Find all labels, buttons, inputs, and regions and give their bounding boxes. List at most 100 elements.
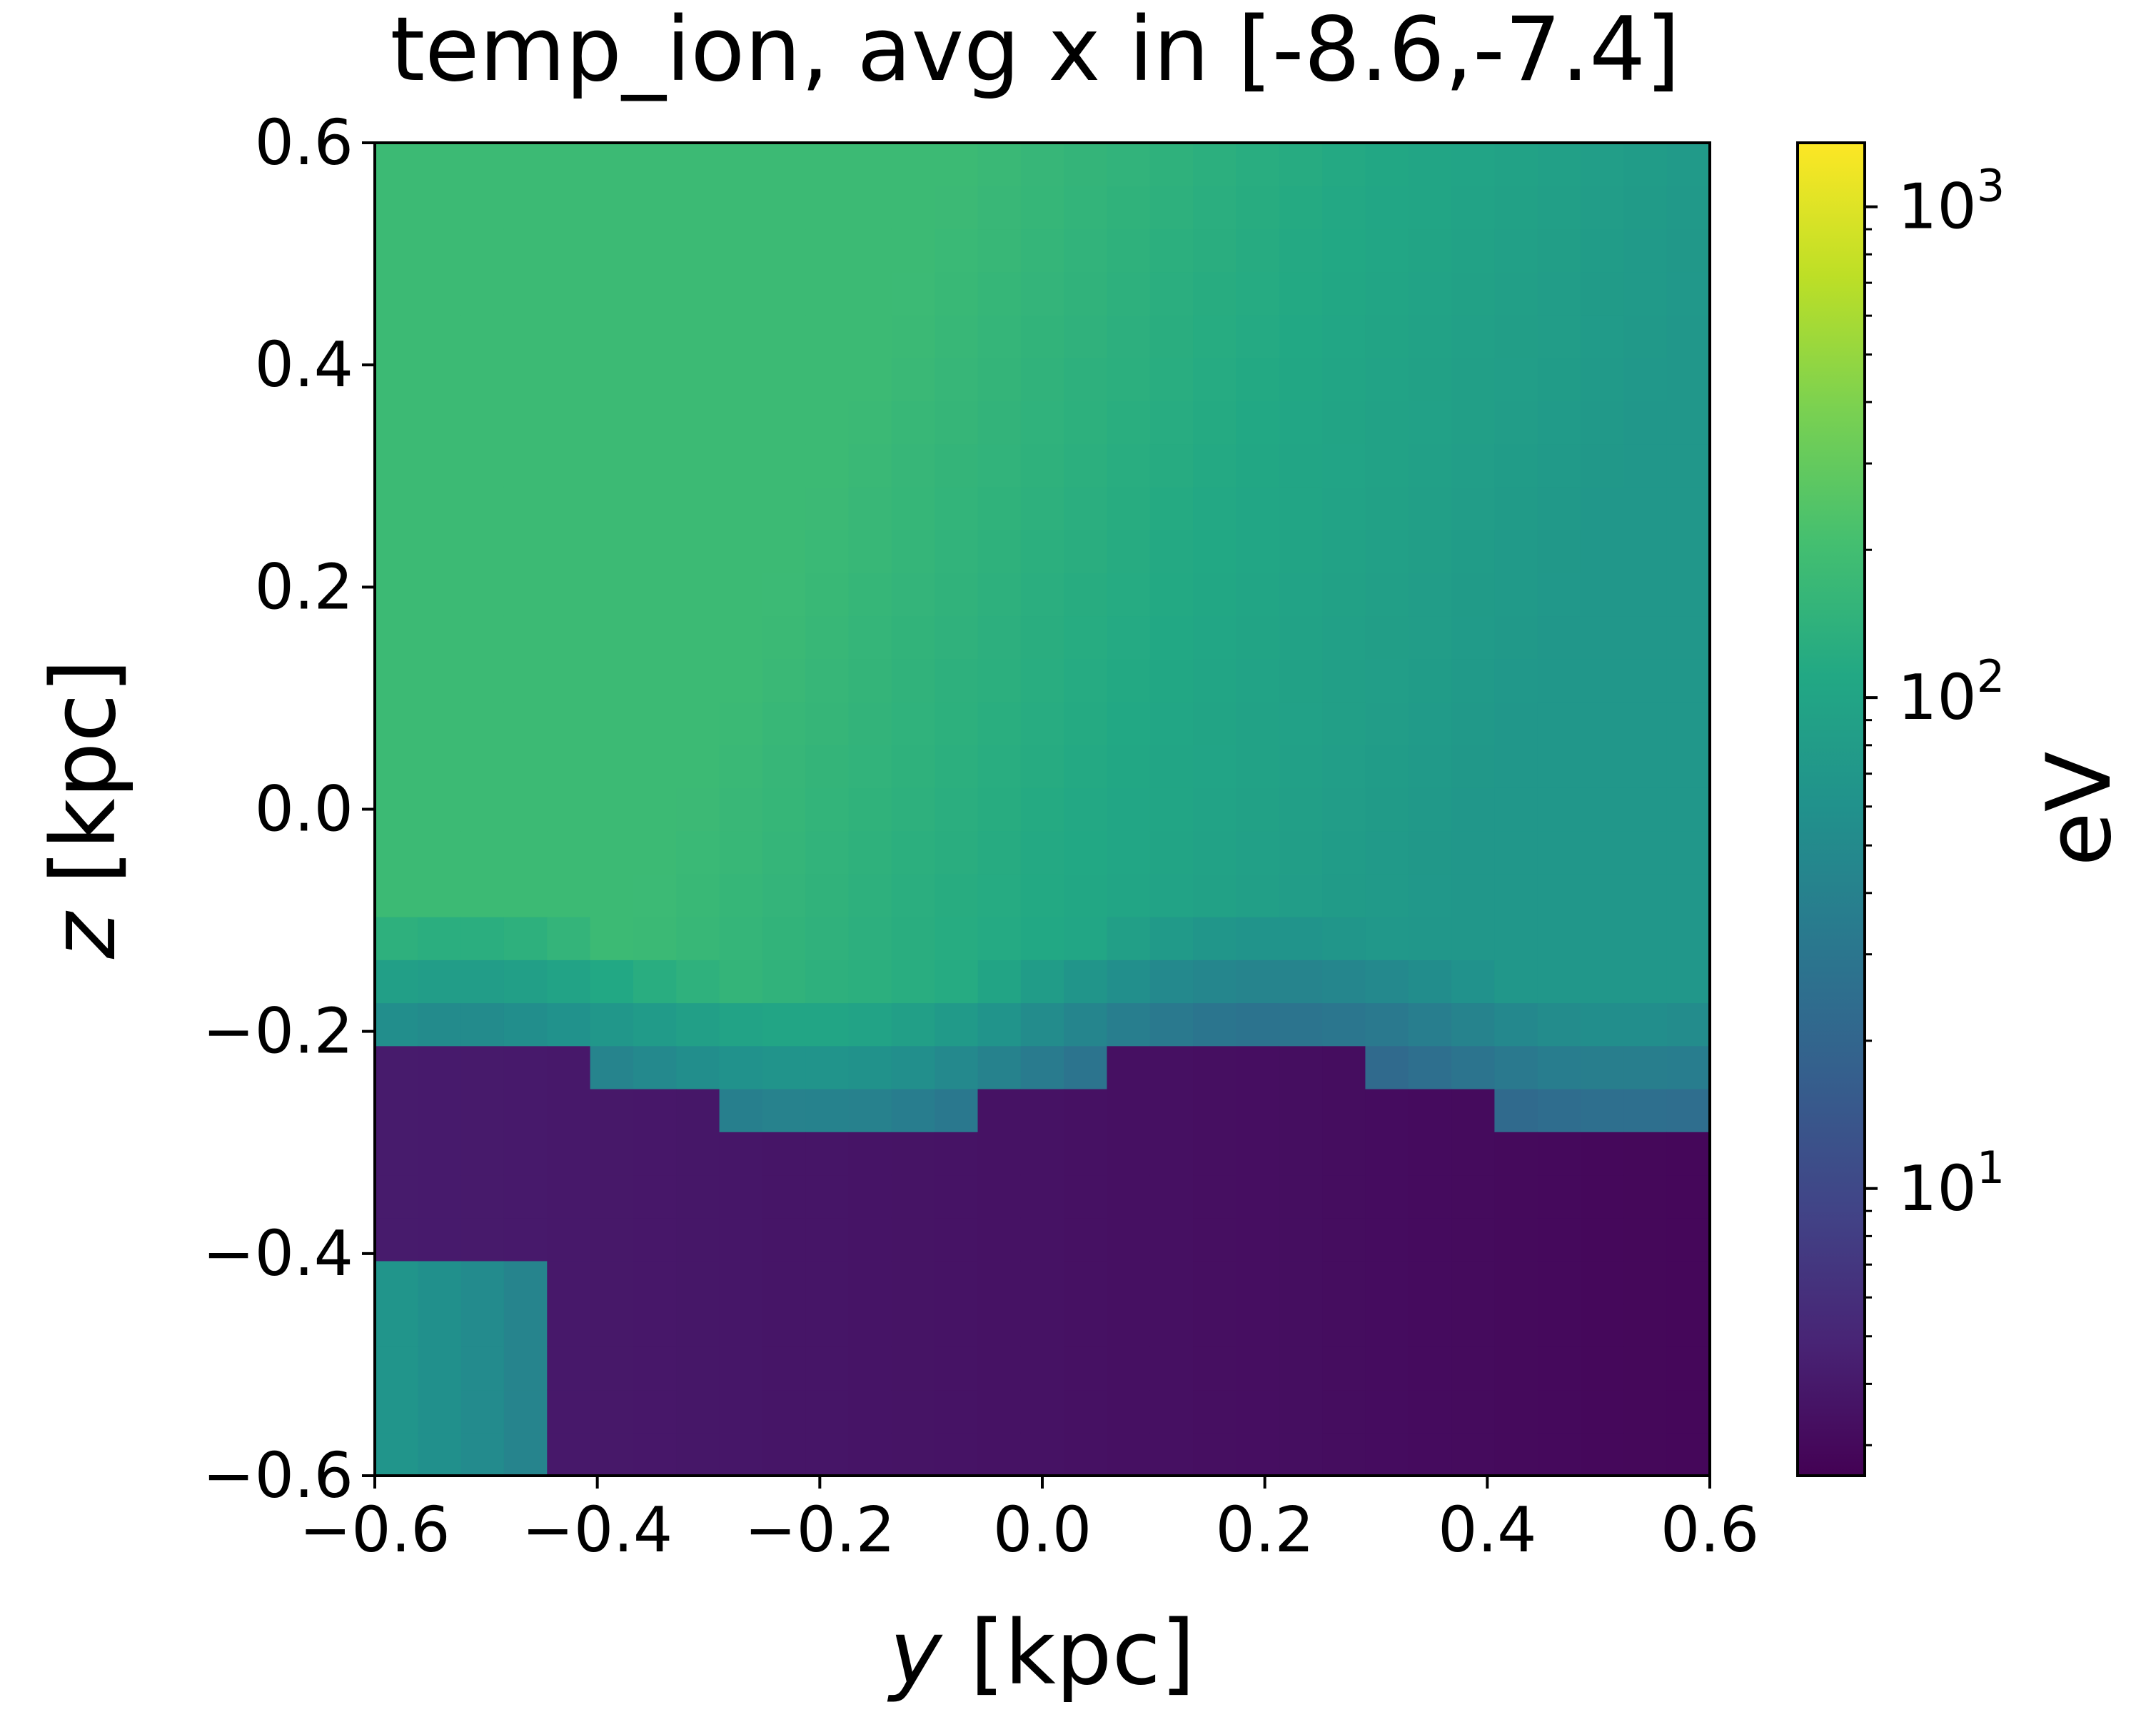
heatmap-cell [1279, 1261, 1323, 1304]
heatmap-cell [1538, 1390, 1581, 1434]
heatmap-cell [1021, 1132, 1064, 1175]
heatmap-cell [1236, 1046, 1279, 1089]
heatmap-cell [1494, 831, 1538, 875]
heatmap-cell [1193, 615, 1236, 659]
heatmap-cell [1409, 960, 1452, 1003]
heatmap-cell [1322, 573, 1366, 616]
heatmap-cell [1021, 874, 1064, 917]
heatmap-cell [1064, 1346, 1107, 1390]
heatmap-cell [1193, 444, 1236, 488]
heatmap-cell [1021, 1304, 1064, 1347]
heatmap-cell [1322, 615, 1366, 659]
heatmap-cell [461, 1132, 505, 1175]
heatmap-cell [1236, 1346, 1279, 1390]
heatmap-cell [590, 401, 634, 444]
heatmap-cell [375, 1304, 418, 1347]
heatmap-cell [504, 530, 548, 573]
heatmap-cell [1538, 1046, 1581, 1089]
heatmap-cell [461, 1218, 505, 1262]
heatmap-cell [590, 1003, 634, 1047]
heatmap-cell [1365, 1132, 1409, 1175]
heatmap-cell [935, 1433, 978, 1476]
heatmap-cell [1107, 143, 1150, 186]
heatmap-cell [849, 874, 892, 917]
heatmap-cell [1365, 401, 1409, 444]
colorbar-tick-label: 103 [1898, 160, 2005, 243]
heatmap-cell [935, 1261, 978, 1304]
heatmap-cell [1107, 1218, 1150, 1262]
heatmap-cell [1322, 917, 1366, 960]
heatmap-cell [978, 831, 1022, 875]
heatmap-cell [418, 1433, 461, 1476]
heatmap-cell [720, 745, 763, 788]
heatmap-cell [1322, 1261, 1366, 1304]
heatmap-cell [1236, 874, 1279, 917]
y-axis-label-var: z [33, 910, 136, 960]
heatmap-cell [1365, 358, 1409, 401]
heatmap-cell [892, 1390, 935, 1434]
heatmap-cell [1581, 917, 1624, 960]
heatmap-cell [1193, 1046, 1236, 1089]
heatmap-cell [1538, 960, 1581, 1003]
heatmap-cell [633, 315, 677, 358]
heatmap-cell [418, 1003, 461, 1047]
heatmap-cell [1409, 272, 1452, 316]
heatmap-cell [633, 917, 677, 960]
heatmap-cell [1667, 1261, 1711, 1304]
heatmap-cell [849, 917, 892, 960]
heatmap-cell [849, 1390, 892, 1434]
heatmap-cell [1064, 831, 1107, 875]
heatmap-cell [375, 831, 418, 875]
heatmap-cell [375, 1046, 418, 1089]
heatmap-cell [935, 1304, 978, 1347]
heatmap-cell [1451, 615, 1495, 659]
heatmap-cell [892, 487, 935, 530]
heatmap-cell [1150, 1390, 1194, 1434]
heatmap-cell [375, 1433, 418, 1476]
heatmap-cell [1021, 1346, 1064, 1390]
heatmap-cell [504, 745, 548, 788]
heatmap-cell [762, 1089, 806, 1132]
heatmap-cell [1193, 1132, 1236, 1175]
heatmap-cell [892, 874, 935, 917]
heatmap-cell [1107, 831, 1150, 875]
heatmap-cell [633, 1089, 677, 1132]
heatmap-cell [1538, 530, 1581, 573]
heatmap-cell [849, 315, 892, 358]
heatmap-cell [935, 358, 978, 401]
heatmap-cell [1365, 143, 1409, 186]
heatmap-cell [1494, 1346, 1538, 1390]
heatmap-cell [892, 1132, 935, 1175]
heatmap-cell [1581, 1433, 1624, 1476]
heatmap-cell [849, 659, 892, 703]
heatmap-cell [590, 272, 634, 316]
heatmap-cell [1150, 401, 1194, 444]
heatmap-cell [1581, 444, 1624, 488]
heatmap-cell [633, 874, 677, 917]
heatmap-cell [935, 1089, 978, 1132]
heatmap-cell [1279, 315, 1323, 358]
heatmap-cell [1494, 401, 1538, 444]
heatmap-cell [1667, 1304, 1711, 1347]
heatmap-cell [720, 530, 763, 573]
heatmap-cell [1623, 874, 1667, 917]
heatmap-cell [935, 530, 978, 573]
heatmap-cell [1279, 530, 1323, 573]
heatmap-cell [1279, 272, 1323, 316]
heatmap-cell [1581, 1390, 1624, 1434]
heatmap-cell [418, 615, 461, 659]
heatmap-cell [1150, 960, 1194, 1003]
heatmap-cell [1021, 272, 1064, 316]
heatmap-cell [461, 1433, 505, 1476]
heatmap-cell [1623, 1089, 1667, 1132]
heatmap-cell [1365, 831, 1409, 875]
heatmap-cell [1021, 315, 1064, 358]
heatmap-cell [762, 573, 806, 616]
heatmap-cell [1365, 573, 1409, 616]
heatmap-cell [1538, 186, 1581, 229]
heatmap-cell [935, 1132, 978, 1175]
heatmap-cell [633, 272, 677, 316]
heatmap-cell [418, 1089, 461, 1132]
x-tick-label: 0.2 [1215, 1494, 1314, 1566]
heatmap-cell [547, 401, 590, 444]
